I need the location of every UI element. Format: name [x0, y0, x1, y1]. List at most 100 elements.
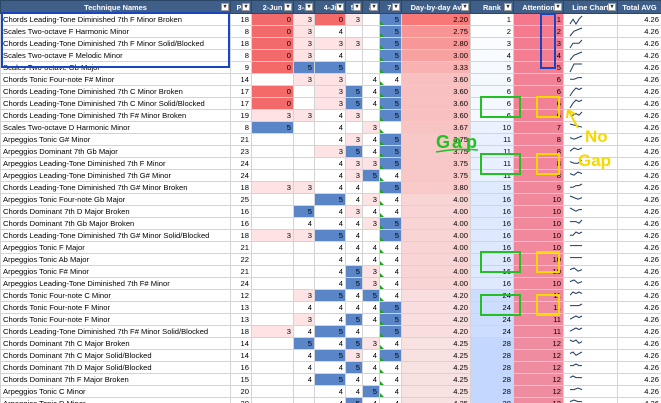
line-chart-cell[interactable]: [563, 253, 618, 266]
rank-cell[interactable]: 10: [470, 121, 514, 134]
day-by-day-avg-cell[interactable]: 3.75: [401, 145, 471, 158]
score-cell-d7[interactable]: 5: [379, 37, 402, 50]
pa-cell[interactable]: 21: [230, 133, 252, 146]
day-by-day-avg-cell[interactable]: 4.00: [401, 253, 471, 266]
line-chart-cell[interactable]: [563, 97, 618, 110]
score-cell-d4[interactable]: 4: [314, 157, 346, 170]
score-cell-d3[interactable]: 4: [293, 325, 315, 338]
attention-cell[interactable]: 3: [513, 37, 564, 50]
score-cell-d6[interactable]: [362, 13, 380, 26]
score-cell-d2[interactable]: [251, 169, 294, 182]
rank-cell[interactable]: 16: [470, 217, 514, 230]
total-avg-cell[interactable]: 4.26: [617, 385, 661, 398]
score-cell-d6[interactable]: 3: [362, 157, 380, 170]
score-cell-d5[interactable]: 5: [345, 361, 363, 374]
line-chart-cell[interactable]: [563, 361, 618, 374]
score-cell-d5[interactable]: 3: [345, 13, 363, 26]
score-cell-d7[interactable]: 5: [379, 313, 402, 326]
rank-cell[interactable]: 24: [470, 289, 514, 302]
score-cell-d6[interactable]: 4: [362, 85, 380, 98]
score-cell-d5[interactable]: 4: [345, 289, 363, 302]
rank-cell[interactable]: 15: [470, 181, 514, 194]
day-by-day-avg-cell[interactable]: 4.20: [401, 301, 471, 314]
rank-cell[interactable]: 28: [470, 373, 514, 386]
score-cell-d4[interactable]: 5: [314, 193, 346, 206]
score-cell-d3[interactable]: [293, 97, 315, 110]
line-chart-cell[interactable]: [563, 133, 618, 146]
rank-cell[interactable]: 16: [470, 265, 514, 278]
score-cell-d5[interactable]: 5: [345, 145, 363, 158]
line-chart-cell[interactable]: [563, 373, 618, 386]
total-avg-cell[interactable]: 4.26: [617, 121, 661, 134]
score-cell-d4[interactable]: 4: [314, 181, 346, 194]
score-cell-d2[interactable]: [251, 241, 294, 254]
attention-cell[interactable]: 8: [513, 157, 564, 170]
filter-dropdown-icon[interactable]: ▾: [608, 3, 616, 11]
score-cell-d2[interactable]: 0: [251, 49, 294, 62]
score-cell-d5[interactable]: 3: [345, 157, 363, 170]
score-cell-d5[interactable]: 3: [345, 169, 363, 182]
score-cell-d4[interactable]: 5: [314, 325, 346, 338]
line-chart-cell[interactable]: [563, 157, 618, 170]
score-cell-d7[interactable]: 5: [379, 133, 402, 146]
table-row[interactable]: Chords Dominant 7th D Major Solid/Blocke…: [0, 361, 661, 374]
filter-dropdown-icon[interactable]: ▾: [242, 3, 250, 11]
score-cell-d7[interactable]: 5: [379, 181, 402, 194]
attention-cell[interactable]: 6: [513, 109, 564, 122]
total-avg-cell[interactable]: 4.26: [617, 241, 661, 254]
pa-cell[interactable]: 15: [230, 373, 252, 386]
technique-name-cell[interactable]: Chords Leading-Tone Diminished 7th C Min…: [0, 97, 231, 110]
rank-cell[interactable]: 28: [470, 361, 514, 374]
score-cell-d6[interactable]: 3: [362, 337, 380, 350]
table-row[interactable]: Chords Leading-Tone Diminished 7th F# Mi…: [0, 109, 661, 122]
filter-dropdown-icon[interactable]: ▾: [336, 3, 344, 11]
score-cell-d4[interactable]: 3: [314, 37, 346, 50]
filter-dropdown-icon[interactable]: ▾: [305, 3, 313, 11]
attention-cell[interactable]: 9: [513, 181, 564, 194]
pa-cell[interactable]: 13: [230, 301, 252, 314]
line-chart-cell[interactable]: [563, 325, 618, 338]
day-by-day-avg-cell[interactable]: 3.67: [401, 121, 471, 134]
day-by-day-avg-cell[interactable]: 2.80: [401, 37, 471, 50]
score-cell-d4[interactable]: 4: [314, 49, 346, 62]
score-cell-d5[interactable]: 3: [345, 349, 363, 362]
score-cell-d7[interactable]: 4: [379, 385, 402, 398]
score-cell-d5[interactable]: 4: [345, 241, 363, 254]
attention-cell[interactable]: 6: [513, 85, 564, 98]
total-avg-cell[interactable]: 4.26: [617, 265, 661, 278]
score-cell-d3[interactable]: 4: [293, 373, 315, 386]
total-avg-cell[interactable]: 4.26: [617, 313, 661, 326]
day-by-day-avg-cell[interactable]: 3.60: [401, 85, 471, 98]
rank-cell[interactable]: 28: [470, 349, 514, 362]
line-chart-cell[interactable]: [563, 301, 618, 314]
attention-cell[interactable]: 10: [513, 229, 564, 242]
day-by-day-avg-cell[interactable]: 2.20: [401, 13, 471, 26]
score-cell-d7[interactable]: 5: [379, 49, 402, 62]
technique-name-cell[interactable]: Arpeggios Tonic Four-note Gb Major: [0, 193, 231, 206]
technique-name-cell[interactable]: Arpeggios Leading-Tone Diminished 7th F#…: [0, 277, 231, 290]
rank-cell[interactable]: 28: [470, 385, 514, 398]
attention-cell[interactable]: 11: [513, 301, 564, 314]
table-row[interactable]: Arpeggios Tonic D Minor2045444.2528124.2…: [0, 397, 661, 403]
score-cell-d6[interactable]: 3: [362, 193, 380, 206]
pa-cell[interactable]: 8: [230, 25, 252, 38]
score-cell-d5[interactable]: 4: [345, 253, 363, 266]
attention-cell[interactable]: 10: [513, 217, 564, 230]
attention-cell[interactable]: 10: [513, 265, 564, 278]
score-cell-d6[interactable]: 4: [362, 145, 380, 158]
technique-name-cell[interactable]: Arpeggios Tonic F# Minor: [0, 265, 231, 278]
total-avg-cell[interactable]: 4.26: [617, 109, 661, 122]
pa-cell[interactable]: 21: [230, 241, 252, 254]
score-cell-d2[interactable]: 3: [251, 229, 294, 242]
score-cell-d2[interactable]: [251, 301, 294, 314]
pa-cell[interactable]: 17: [230, 85, 252, 98]
attention-cell[interactable]: 7: [513, 121, 564, 134]
rank-cell[interactable]: 6: [470, 85, 514, 98]
score-cell-d2[interactable]: [251, 265, 294, 278]
score-cell-d4[interactable]: 4: [314, 301, 346, 314]
technique-name-cell[interactable]: Arpeggios Tonic Ab Major: [0, 253, 231, 266]
score-cell-d3[interactable]: 4: [293, 349, 315, 362]
rank-cell[interactable]: 28: [470, 337, 514, 350]
score-cell-d6[interactable]: [362, 25, 380, 38]
pa-cell[interactable]: 18: [230, 181, 252, 194]
